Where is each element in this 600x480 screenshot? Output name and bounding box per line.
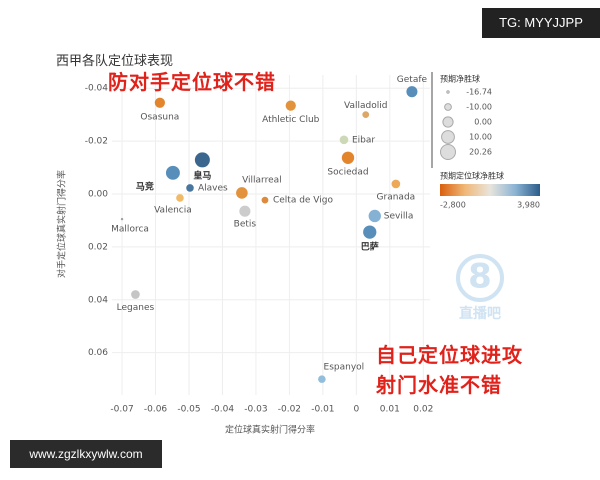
point <box>236 187 248 199</box>
x-tick-label: -0.01 <box>311 405 334 415</box>
annotation: 射门水准不错 <box>376 373 502 397</box>
point <box>120 217 124 221</box>
point <box>391 179 401 189</box>
x-tick-label: 0 <box>353 405 359 415</box>
point <box>261 196 269 204</box>
x-tick-label: -0.05 <box>177 405 200 415</box>
chart-title: 西甲各队定位球表现 <box>56 54 174 69</box>
point-label: Granada <box>377 192 416 202</box>
x-tick-label: -0.02 <box>278 405 301 415</box>
point-label: Sevilla <box>384 211 414 221</box>
color-legend-min: -2,800 <box>440 201 466 210</box>
size-legend-swatch <box>446 90 450 94</box>
point <box>341 151 355 164</box>
point-label: Eibar <box>352 135 375 145</box>
annotation-block: 自己定位球进攻 射门水准不错 <box>376 340 523 400</box>
point <box>165 165 180 180</box>
point <box>406 86 418 98</box>
point <box>239 205 251 217</box>
point-label: Betis <box>234 220 257 230</box>
point <box>131 290 140 299</box>
point-label: Osasuna <box>140 112 179 122</box>
watermark-text: 直播吧 <box>459 305 501 322</box>
point-label: Leganes <box>117 303 155 313</box>
point <box>186 184 194 192</box>
size-legend-swatch <box>440 144 456 160</box>
point <box>339 135 349 145</box>
point-label: 皇马 <box>193 169 211 181</box>
badge: TG: MYYJJPP <box>482 8 600 38</box>
size-legend-label: -16.74 <box>466 88 492 97</box>
color-legend-bar <box>440 184 540 196</box>
y-axis-label: 对手定位球真实射门得分率 <box>56 170 68 278</box>
x-tick-label: -0.03 <box>244 405 267 415</box>
annotation: 防对手定位球不错 <box>108 70 276 94</box>
point-label: Athletic Club <box>262 115 320 125</box>
y-tick-label: 0.04 <box>88 295 108 305</box>
point <box>368 209 381 223</box>
point <box>362 111 370 119</box>
point-label: 巴萨 <box>361 241 379 253</box>
point <box>285 100 296 111</box>
x-tick-label: 0.01 <box>380 405 400 415</box>
point-label: Celta de Vigo <box>273 196 334 206</box>
size-legend-swatch <box>442 116 454 128</box>
point-label: Valladolid <box>344 101 387 111</box>
point <box>154 97 165 108</box>
size-legend-label: 20.26 <box>469 148 492 157</box>
point-label: Valencia <box>154 205 192 215</box>
size-legend-label: 10.00 <box>469 133 492 142</box>
point-label: Getafe <box>397 75 428 85</box>
size-legend-swatch <box>444 103 452 111</box>
size-legend-title: 预期净胜球 <box>440 74 480 84</box>
watermark-mark: 8 <box>468 257 492 297</box>
watermark-ring <box>456 254 504 302</box>
point-label: Sociedad <box>327 167 368 177</box>
x-tick-label: -0.04 <box>211 405 235 415</box>
point <box>363 225 377 239</box>
size-legend-label: -10.00 <box>466 103 492 112</box>
y-tick-label: 0.06 <box>88 348 108 358</box>
point-label: Mallorca <box>111 225 149 235</box>
y-tick-label: 0.00 <box>88 190 108 200</box>
point <box>194 152 210 168</box>
x-axis-label: 定位球真实射门得分率 <box>225 424 315 436</box>
point <box>176 194 184 202</box>
size-legend-label: 0.00 <box>474 118 492 127</box>
color-legend-max: 3,980 <box>517 201 540 210</box>
y-tick-label: -0.04 <box>85 84 109 94</box>
x-tick-label: 0.02 <box>413 405 433 415</box>
x-tick-label: -0.07 <box>110 405 133 415</box>
point-label: Espanyol <box>324 363 365 373</box>
site-label: www.zgzlkxywlw.com <box>10 440 162 468</box>
color-legend-title: 预期定位球净胜球 <box>440 171 504 181</box>
size-legend-swatch <box>441 130 455 144</box>
y-tick-label: 0.02 <box>88 242 108 252</box>
point-label: Villarreal <box>242 175 282 185</box>
annotation: 自己定位球进攻 <box>376 343 523 367</box>
point-label: 马竞 <box>136 180 154 192</box>
y-tick-label: -0.02 <box>85 137 108 147</box>
point-label: Alaves <box>198 183 228 193</box>
point <box>318 375 326 383</box>
x-tick-label: -0.06 <box>144 405 168 415</box>
